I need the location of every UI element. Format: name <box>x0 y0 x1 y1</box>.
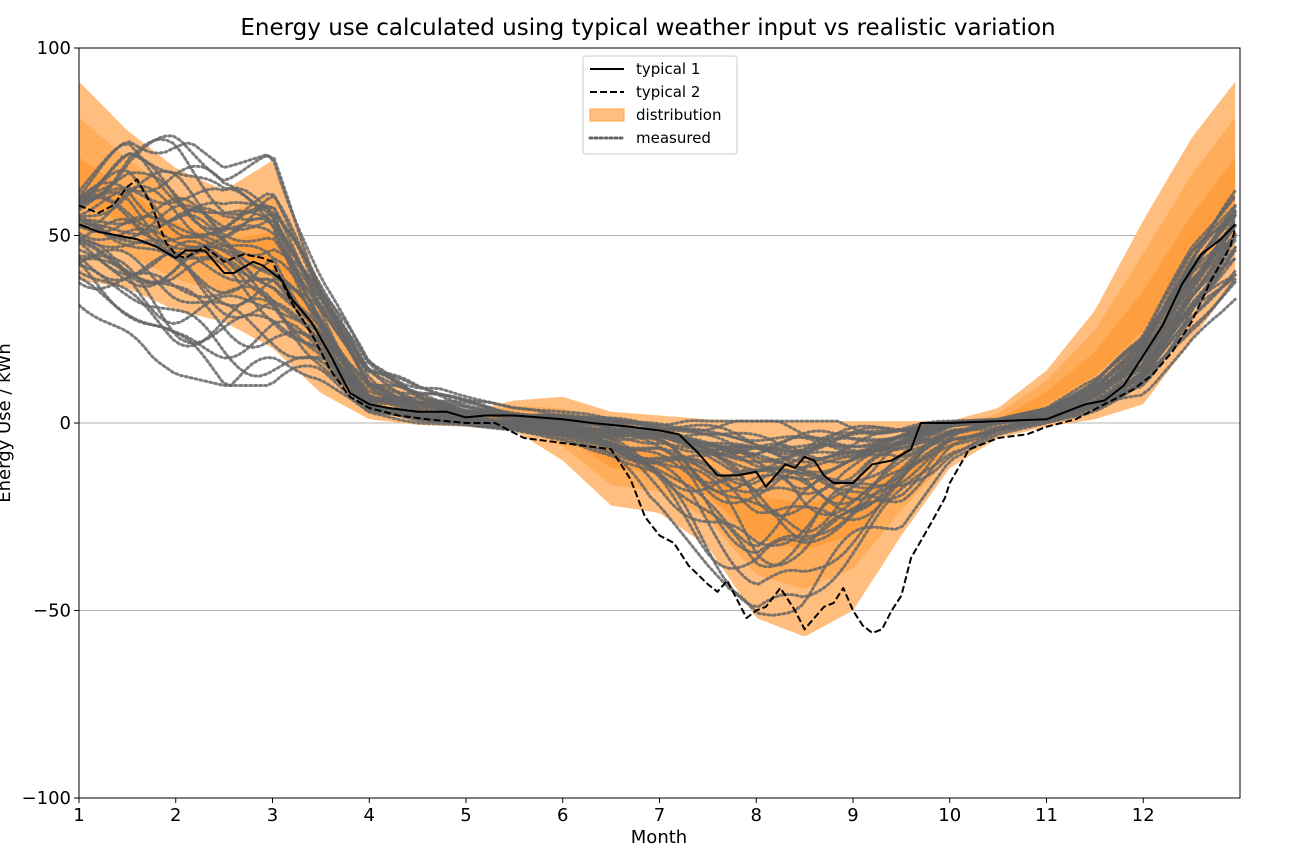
x-tick-label: 2 <box>170 805 181 826</box>
x-tick-label: 8 <box>751 805 762 826</box>
typical-2-line <box>79 178 1237 634</box>
measured-line <box>79 238 1237 548</box>
y-tick-label: 0 <box>60 413 71 434</box>
x-tick-label: 12 <box>1132 805 1155 826</box>
x-tick-label: 7 <box>654 805 665 826</box>
y-tick-label: −100 <box>22 788 71 809</box>
y-tick-label: −50 <box>33 601 71 622</box>
y-axis-ticks: 100 50 0 −50 −100 <box>22 38 79 809</box>
legend-label-measured: measured <box>636 129 711 147</box>
legend-label-typical-1: typical 1 <box>636 60 700 78</box>
distribution-band-inner <box>79 117 1236 589</box>
x-tick-label: 6 <box>557 805 568 826</box>
distribution-band-core <box>79 157 1236 551</box>
x-axis-label: Month <box>631 827 687 848</box>
legend-label-distribution: distribution <box>636 106 721 124</box>
measured-line <box>79 193 1237 459</box>
x-tick-label: 3 <box>267 805 278 826</box>
x-axis-ticks: 1 2 3 4 5 6 7 8 9 10 11 12 <box>73 798 1155 826</box>
x-tick-label: 9 <box>847 805 858 826</box>
x-tick-label: 11 <box>1035 805 1058 826</box>
legend-label-typical-2: typical 2 <box>636 83 700 101</box>
chart-title: Energy use calculated using typical weat… <box>240 15 1055 41</box>
plot-area <box>79 81 1237 637</box>
y-axis-label: Energy Use / kWh <box>0 343 15 503</box>
x-tick-label: 4 <box>364 805 375 826</box>
measured-line <box>79 205 1237 464</box>
typical-1-line <box>79 223 1236 488</box>
y-tick-label: 50 <box>48 226 71 247</box>
measured-line <box>79 260 1237 570</box>
legend: typical 1 typical 2 distribution measure… <box>582 55 738 155</box>
distribution-band-outer <box>79 81 1236 637</box>
legend-box <box>582 55 738 155</box>
x-tick-label: 1 <box>73 805 84 826</box>
x-tick-label: 5 <box>460 805 471 826</box>
x-tick-label: 10 <box>938 805 961 826</box>
legend-swatch-distribution <box>589 108 625 122</box>
y-tick-label: 100 <box>37 38 71 59</box>
